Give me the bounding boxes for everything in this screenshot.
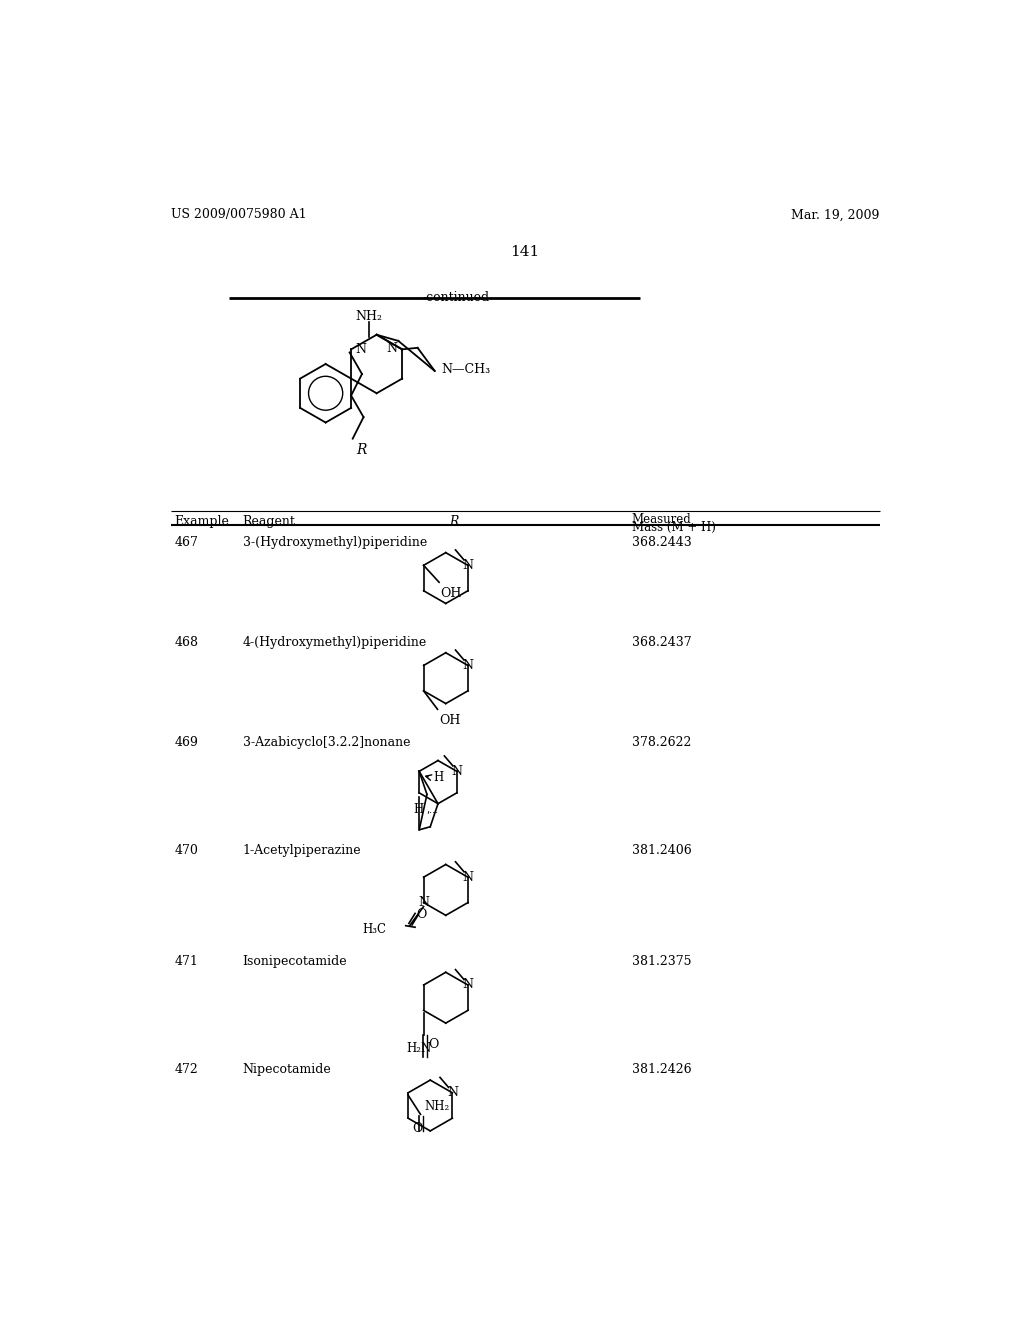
Text: 468: 468 (174, 636, 199, 649)
Text: OH: OH (439, 714, 461, 727)
Text: N: N (463, 659, 473, 672)
Text: H: H (414, 804, 424, 816)
Text: Measured: Measured (632, 512, 691, 525)
Text: O: O (428, 1038, 438, 1051)
Text: 469: 469 (174, 737, 199, 748)
Text: N: N (463, 558, 473, 572)
Text: N: N (418, 896, 429, 909)
Text: N: N (446, 1086, 458, 1100)
Text: H₃C: H₃C (362, 923, 386, 936)
Text: 1-Acetylpiperazine: 1-Acetylpiperazine (243, 843, 361, 857)
Text: Isonipecotamide: Isonipecotamide (243, 956, 347, 969)
Text: N: N (386, 342, 397, 355)
Text: O: O (416, 908, 426, 921)
Text: O: O (413, 1122, 423, 1135)
Text: Nipecotamide: Nipecotamide (243, 1063, 332, 1076)
Text: H₂N: H₂N (407, 1043, 432, 1056)
Text: 381.2375: 381.2375 (632, 956, 691, 969)
Text: 470: 470 (174, 843, 199, 857)
Text: 3-(Hydroxymethyl)piperidine: 3-(Hydroxymethyl)piperidine (243, 536, 427, 549)
Text: N: N (355, 343, 366, 356)
Text: -continued: -continued (423, 290, 489, 304)
Text: 472: 472 (174, 1063, 199, 1076)
Text: N: N (463, 978, 473, 991)
Text: US 2009/0075980 A1: US 2009/0075980 A1 (171, 209, 306, 222)
Text: 378.2622: 378.2622 (632, 737, 691, 748)
Text: Reagent: Reagent (243, 515, 296, 528)
Text: 3-Azabicyclo[3.2.2]nonane: 3-Azabicyclo[3.2.2]nonane (243, 737, 411, 748)
Text: Mar. 19, 2009: Mar. 19, 2009 (792, 209, 880, 222)
Text: ,...: ,... (426, 805, 438, 814)
Text: Mass (M + H): Mass (M + H) (632, 521, 716, 535)
Text: 381.2426: 381.2426 (632, 1063, 691, 1076)
Text: NH₂: NH₂ (424, 1100, 450, 1113)
Text: 467: 467 (174, 536, 199, 549)
Text: N—CH₃: N—CH₃ (441, 363, 490, 376)
Text: OH: OH (440, 587, 462, 599)
Text: R: R (450, 515, 459, 528)
Text: 381.2406: 381.2406 (632, 843, 691, 857)
Text: NH₂: NH₂ (355, 310, 382, 323)
Text: Example: Example (174, 515, 229, 528)
Text: N: N (463, 871, 473, 883)
Text: H: H (433, 771, 443, 784)
Text: 471: 471 (174, 956, 199, 969)
Text: N: N (452, 764, 462, 777)
Text: 368.2443: 368.2443 (632, 536, 691, 549)
Text: 4-(Hydroxymethyl)piperidine: 4-(Hydroxymethyl)piperidine (243, 636, 427, 649)
Text: R: R (355, 444, 367, 457)
Text: 141: 141 (510, 244, 540, 259)
Text: 368.2437: 368.2437 (632, 636, 691, 649)
